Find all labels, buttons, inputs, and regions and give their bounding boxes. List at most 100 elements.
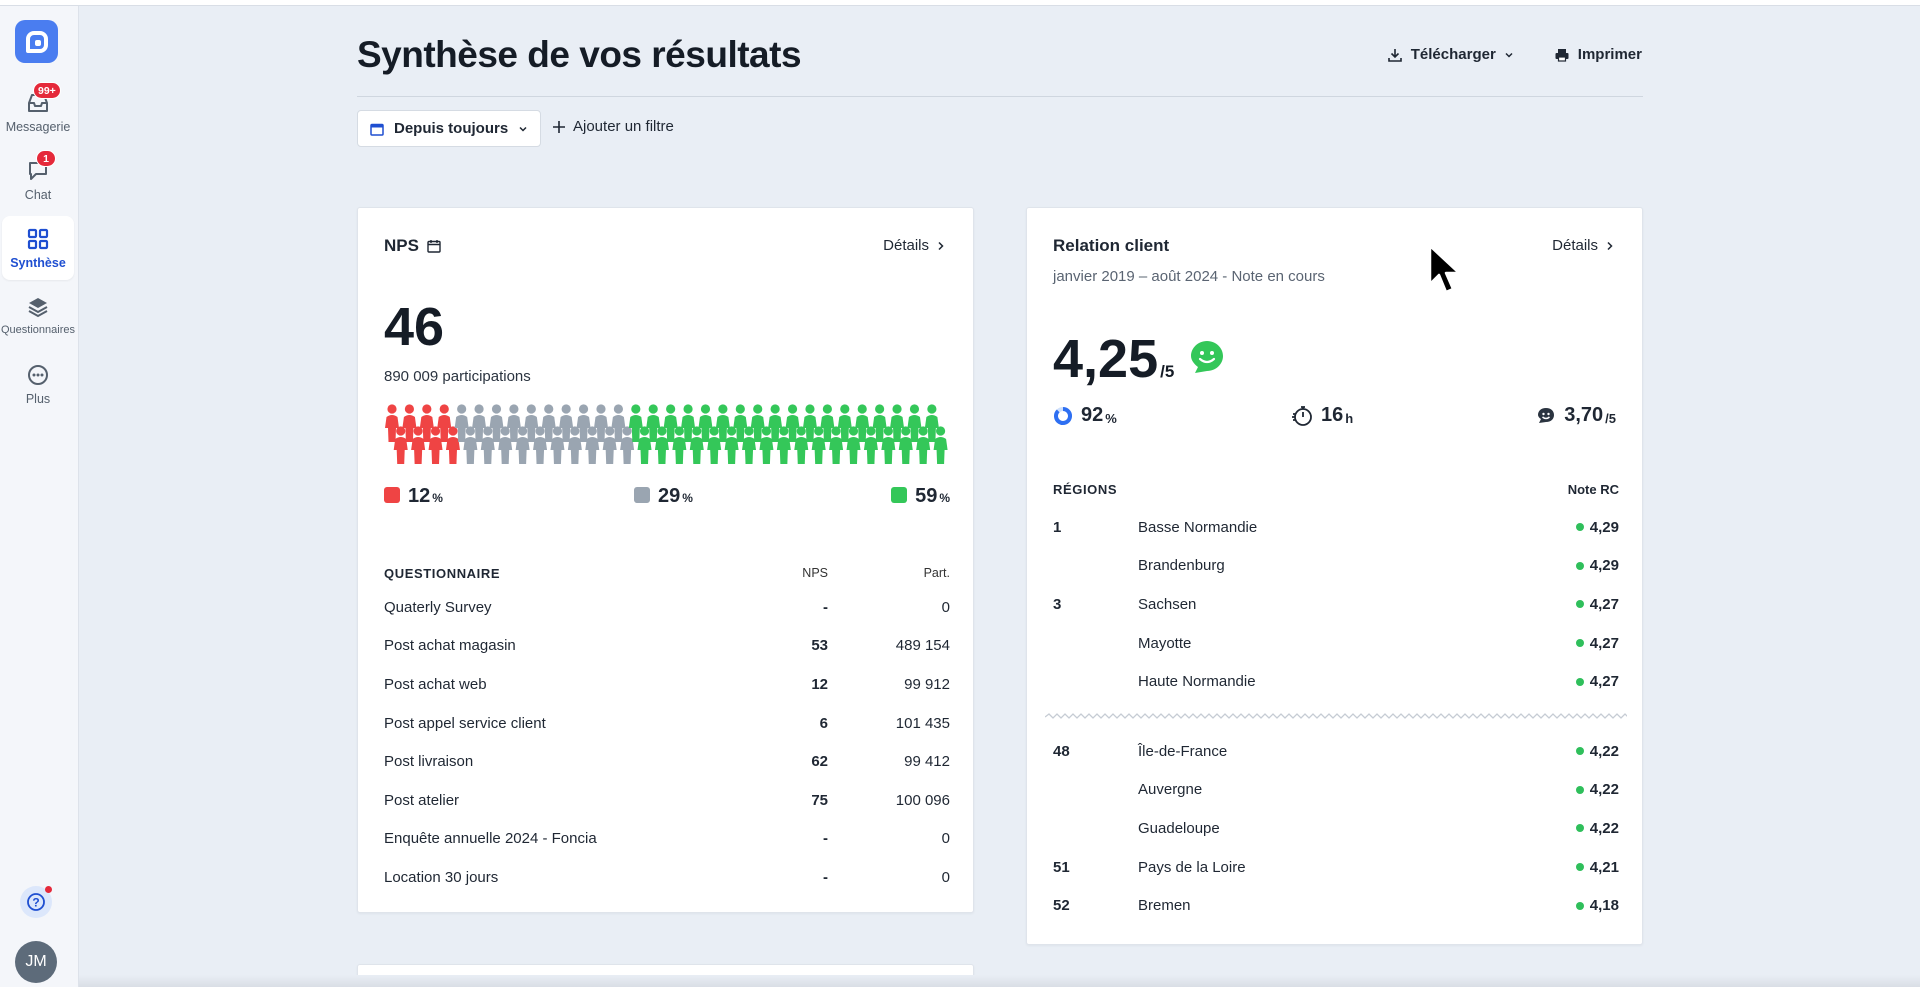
promoter-person-icon (637, 426, 652, 464)
pct-unit: % (939, 491, 950, 505)
table-row[interactable]: Post achat web 12 99 912 (384, 665, 950, 704)
kpi-unit: /5 (1605, 411, 1616, 426)
relation-card-title: Relation client (1053, 236, 1170, 255)
promoter-person-icon (681, 404, 696, 442)
relation-score: 4,25/5 (1053, 328, 1174, 390)
chat-bubble-icon: 1 (25, 150, 56, 184)
period-filter-button[interactable]: Depuis toujours (357, 110, 542, 147)
layers-icon (25, 294, 51, 320)
table-row[interactable]: Post livraison 62 99 412 (384, 742, 950, 781)
promoter-person-icon (724, 426, 739, 464)
nps-people-chart (385, 404, 948, 464)
region-row[interactable]: Auvergne 4,22 (1053, 771, 1619, 810)
table-row[interactable]: Quaterly Survey - 0 (384, 588, 950, 627)
region-note-value: 4,27 (1589, 673, 1619, 691)
detractor-person-icon (428, 426, 443, 464)
region-row[interactable]: Brandenburg 4,29 (1053, 547, 1619, 586)
questionnaire-name: Enquête annuelle 2024 - Foncia (384, 830, 597, 848)
avatar[interactable]: JM (15, 941, 57, 983)
region-note: 4,22 (1575, 743, 1619, 760)
download-button[interactable]: Télécharger (1387, 46, 1514, 63)
print-button[interactable]: Imprimer (1554, 46, 1642, 63)
sidebar-item-plus[interactable]: Plus (2, 352, 74, 416)
regions-header-label[interactable]: RÉGIONS (1053, 482, 1118, 497)
detractor-person-icon (437, 404, 452, 442)
status-dot (1575, 639, 1584, 648)
calendar-icon[interactable] (427, 239, 441, 253)
details-label: Détails (883, 237, 929, 254)
promoter-person-icon (855, 404, 870, 442)
sidebar-item-messagerie[interactable]: 99+ Messagerie (2, 80, 74, 144)
help-button[interactable]: ? (20, 886, 52, 918)
period-filter-label: Depuis toujours (394, 120, 509, 137)
sidebar-item-label: Questionnaires (1, 324, 75, 336)
region-row[interactable]: 51 Pays de la Loire 4,21 (1053, 848, 1619, 887)
region-rank: 1 (1053, 518, 1062, 536)
pct-unit: % (682, 491, 693, 505)
passive-person-icon (472, 404, 487, 442)
region-note: 4,22 (1575, 781, 1619, 798)
table-row[interactable]: Post appel service client 6 101 435 (384, 704, 950, 743)
relation-score-unit: /5 (1160, 362, 1175, 381)
sidebar-item-chat[interactable]: 1 Chat (2, 148, 74, 212)
chevron-right-icon (938, 241, 944, 250)
detractor-person-icon (445, 426, 460, 464)
sidebar-item-synthese[interactable]: Synthèse (2, 216, 74, 280)
col-header-part[interactable]: Part. (923, 566, 950, 580)
question-icon: ? (27, 893, 45, 911)
region-note: 4,29 (1575, 519, 1619, 536)
relation-details-link[interactable]: Détails (1552, 237, 1614, 254)
table-row[interactable]: Post atelier 75 100 096 (384, 781, 950, 820)
nps-participations: 890 009 participations (384, 368, 531, 385)
region-note: 4,29 (1575, 557, 1619, 574)
region-row[interactable]: Mayotte 4,27 (1053, 624, 1619, 663)
col-header-nps[interactable]: NPS (802, 566, 828, 580)
sidebar-item-label: Messagerie (5, 120, 71, 134)
kpi-unit: % (1105, 411, 1117, 426)
status-dot (1575, 523, 1584, 532)
happy-face-icon (1191, 341, 1223, 373)
table-row[interactable]: Post achat magasin 53 489 154 (384, 627, 950, 666)
region-name: Auvergne (1138, 781, 1203, 799)
region-rank: 48 (1053, 742, 1070, 760)
region-row[interactable]: Guadeloupe 4,22 (1053, 809, 1619, 848)
kpi-value: 16 (1321, 404, 1344, 426)
table-row[interactable]: Enquête annuelle 2024 - Foncia - 0 (384, 820, 950, 859)
status-dot (1575, 863, 1584, 872)
passive-person-icon (576, 404, 591, 442)
sidebar-item-label: Plus (25, 392, 51, 406)
sidebar-item-label: Chat (24, 188, 52, 202)
promoter-person-icon (829, 426, 844, 464)
note-rc-header[interactable]: Note RC (1567, 482, 1619, 497)
pct-unit: % (432, 491, 443, 505)
region-row[interactable]: 48 Île-de-France 4,22 (1053, 732, 1619, 771)
app-logo[interactable] (15, 20, 58, 63)
questionnaire-table: QUESTIONNAIRE NPS Part. Quaterly Survey -… (384, 558, 950, 897)
nps-score: 46 (384, 297, 445, 357)
promoter-person-icon (820, 404, 835, 442)
region-row[interactable]: 1 Basse Normandie 4,29 (1053, 508, 1619, 547)
table-row[interactable]: Location 30 jours - 0 (384, 858, 950, 897)
details-label: Détails (1552, 237, 1598, 254)
promoter-person-icon (733, 404, 748, 442)
promoter-person-icon (707, 426, 722, 464)
smile-icon (1538, 407, 1555, 423)
nps-details-link[interactable]: Détails (883, 237, 945, 254)
questionnaire-nps: - (823, 830, 828, 848)
questionnaire-participations: 101 435 (895, 714, 950, 732)
region-row[interactable]: Haute Normandie 4,27 (1053, 662, 1619, 701)
status-dot (1575, 677, 1584, 686)
add-filter-button[interactable]: Ajouter un filtre (552, 118, 674, 135)
promoters-pct: 59% (891, 485, 950, 508)
relation-client-card: Relation client Détails janvier 2019 – a… (1026, 207, 1643, 945)
region-row[interactable]: 3 Sachsen 4,27 (1053, 585, 1619, 624)
questionnaire-nps: 62 (811, 753, 828, 771)
detractors-pct: 12% (384, 485, 443, 508)
questionnaire-participations: 489 154 (895, 637, 950, 655)
col-header-questionnaire[interactable]: QUESTIONNAIRE (384, 565, 501, 581)
region-row[interactable]: 52 Bremen 4,18 (1053, 886, 1619, 925)
sidebar-item-questionnaires[interactable]: Questionnaires (1, 284, 75, 348)
questionnaire-participations: 100 096 (895, 791, 950, 809)
region-name: Pays de la Loire (1138, 858, 1246, 876)
questionnaire-name: Post appel service client (384, 714, 546, 732)
